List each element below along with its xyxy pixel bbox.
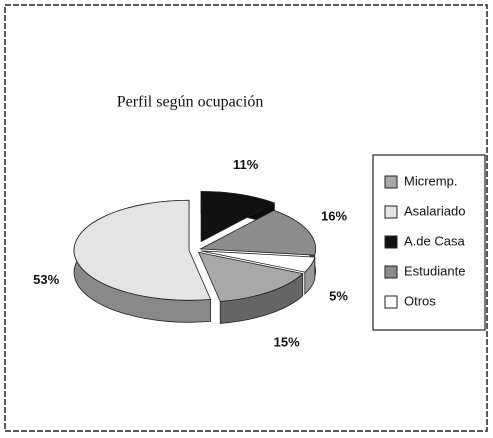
legend-label: Otros [404,293,436,308]
legend-swatch [384,205,398,219]
slice [73,199,212,301]
legend-label: Estudiante [404,263,465,278]
legend-swatch [384,295,398,309]
data-label: 16% [321,208,347,223]
legend-swatch [384,175,398,189]
legend-label: Asalariado [404,203,465,218]
chart-title: Perfil según ocupación [117,94,264,111]
slice [200,191,276,243]
slice [199,209,316,256]
data-label: 5% [329,289,348,304]
data-label: 15% [274,335,300,350]
data-label: 11% [233,157,259,172]
legend-swatch [384,235,398,249]
legend-swatch [384,265,398,279]
legend-label: Micremp. [404,173,457,188]
slice [200,250,316,273]
legend-label: A.de Casa [404,233,465,248]
slice [198,251,304,302]
data-label: 53% [33,272,59,287]
